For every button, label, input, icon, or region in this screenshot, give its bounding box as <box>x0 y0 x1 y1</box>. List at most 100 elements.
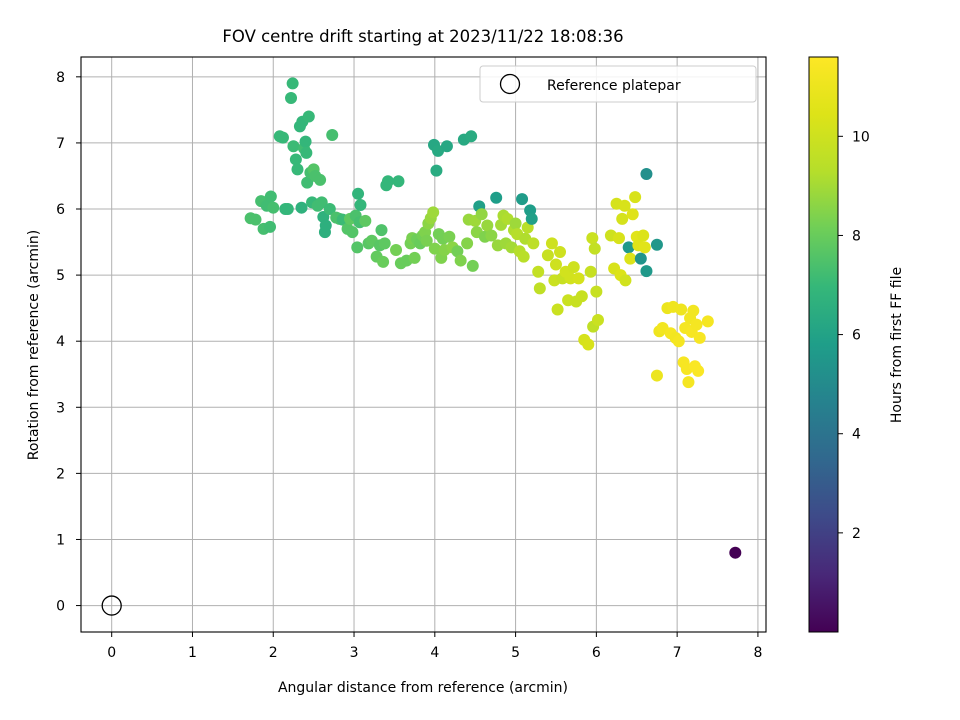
data-point <box>432 144 445 157</box>
data-point <box>729 546 742 559</box>
y-tick-label: 2 <box>56 466 65 482</box>
data-point <box>675 303 688 316</box>
data-point <box>295 201 308 214</box>
x-tick-label: 0 <box>107 645 116 661</box>
data-point <box>454 254 467 267</box>
data-point <box>319 219 332 232</box>
data-point <box>682 376 695 389</box>
data-point <box>392 175 405 188</box>
data-point <box>693 331 706 344</box>
data-point <box>408 251 421 264</box>
data-point <box>326 128 339 141</box>
data-point <box>622 241 635 254</box>
data-point <box>314 173 327 186</box>
data-point <box>637 229 650 242</box>
colorbar: 2 4 6 8 10 Hours from first FF file <box>808 56 905 633</box>
data-point <box>287 140 300 153</box>
data-point <box>289 153 302 166</box>
data-point <box>461 237 474 250</box>
data-point <box>276 131 289 144</box>
y-tick-label: 0 <box>56 599 65 615</box>
colorbar-tick-label: 6 <box>852 328 861 344</box>
data-points <box>101 77 742 616</box>
data-point <box>516 193 529 206</box>
data-point <box>323 203 336 216</box>
data-point <box>481 219 494 232</box>
y-tick-label: 5 <box>56 268 65 284</box>
data-point <box>291 163 304 176</box>
data-point <box>300 146 313 159</box>
data-point <box>532 265 545 278</box>
data-point <box>624 252 637 265</box>
y-tick-label: 8 <box>56 70 65 86</box>
data-point <box>517 250 530 263</box>
x-axis-label: Angular distance from reference (arcmin) <box>278 680 568 696</box>
data-point <box>359 214 372 227</box>
x-tick-label: 2 <box>269 645 278 661</box>
reference-platepar-marker <box>101 595 122 616</box>
data-point <box>626 208 639 221</box>
legend-box <box>479 65 757 103</box>
data-point <box>443 230 456 243</box>
data-point <box>346 226 359 239</box>
data-point <box>591 314 604 327</box>
data-point <box>612 232 625 245</box>
data-point <box>616 212 629 225</box>
data-point <box>490 191 503 204</box>
data-point <box>687 304 700 317</box>
colorbar-tick-label: 4 <box>852 427 861 443</box>
data-point <box>690 318 703 331</box>
x-tick-label: 1 <box>188 645 197 661</box>
plot-frame <box>80 56 767 633</box>
legend: Reference platepar <box>479 65 757 103</box>
colorbar-tick-label: 8 <box>852 228 861 244</box>
data-point <box>551 303 564 316</box>
data-point <box>640 265 653 278</box>
data-point <box>440 140 453 153</box>
data-point <box>634 252 647 265</box>
data-point <box>629 191 642 204</box>
data-point <box>302 110 315 123</box>
data-point <box>554 245 567 258</box>
data-point <box>572 272 585 285</box>
data-point <box>428 242 441 255</box>
data-point <box>351 241 364 254</box>
data-point <box>375 224 388 237</box>
data-point <box>567 261 580 274</box>
data-point <box>533 282 546 295</box>
x-tick-label: 3 <box>350 645 359 661</box>
data-point <box>299 135 312 148</box>
chart-title: FOV centre drift starting at 2023/11/22 … <box>222 27 623 46</box>
data-point <box>301 176 314 189</box>
data-point <box>466 259 479 272</box>
data-point <box>650 369 663 382</box>
x-tick-label: 8 <box>753 645 762 661</box>
y-tick-label: 3 <box>56 400 65 416</box>
x-tick-label: 4 <box>430 645 439 661</box>
data-point <box>618 199 631 212</box>
data-point <box>285 91 298 104</box>
data-point <box>475 208 488 221</box>
colorbar-label: Hours from first FF file <box>889 267 905 423</box>
data-point <box>584 265 597 278</box>
colorbar-gradient <box>808 56 839 633</box>
data-point <box>640 167 653 180</box>
grid-lines <box>81 57 766 632</box>
data-point <box>527 237 540 250</box>
data-point <box>264 190 277 203</box>
data-point <box>590 285 603 298</box>
data-point <box>286 77 299 90</box>
data-point <box>619 274 632 287</box>
data-point <box>638 241 651 254</box>
y-tick-label: 1 <box>56 532 65 548</box>
data-point <box>315 196 328 209</box>
data-point <box>582 338 595 351</box>
y-tick-label: 7 <box>56 136 65 152</box>
data-point <box>377 255 390 268</box>
data-point <box>465 130 478 143</box>
data-point <box>586 232 599 245</box>
data-point <box>588 242 601 255</box>
data-point <box>485 229 498 242</box>
legend-label: Reference platepar <box>547 78 681 94</box>
data-point <box>672 335 685 348</box>
